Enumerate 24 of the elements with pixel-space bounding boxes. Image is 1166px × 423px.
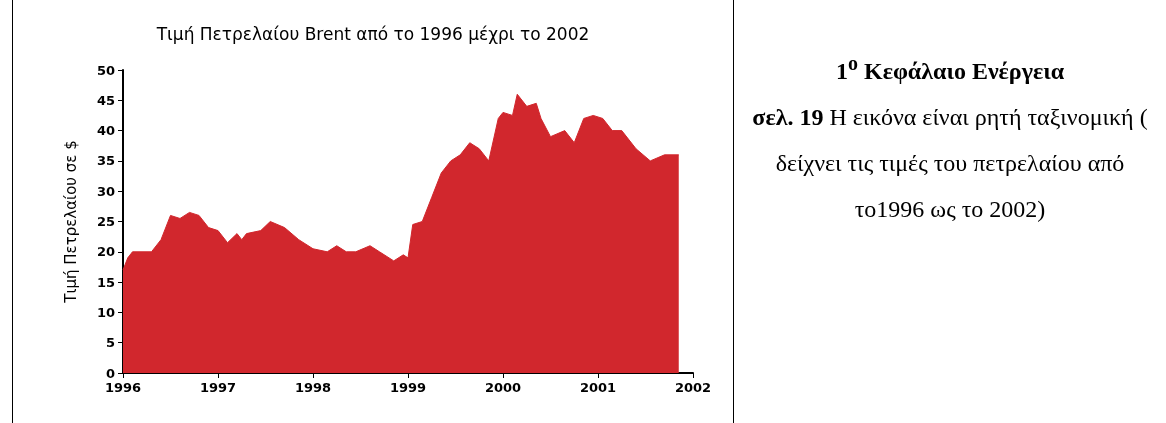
x-tick-label: 2002 [674,380,712,395]
y-tick-label: 20 [96,244,115,260]
y-tick-label: 45 [96,92,115,108]
y-tick-label: 15 [96,274,115,290]
chart-title: Τιμή Πετρελαίου Brent από το 1996 μέχρι το 2002 [155,23,590,44]
y-tick-label: 0 [105,365,115,381]
x-tick-label: 1996 [104,380,142,395]
x-tick-label: 1997 [199,380,237,395]
y-tick-label: 35 [96,153,115,169]
y-tick-label: 50 [96,62,115,78]
x-tick-label: 2001 [579,380,617,395]
text: σελ. 19 [752,104,824,130]
y-axis-title: Τιμή Πετρελαίου σε $ [61,140,80,304]
x-tick-label: 1999 [389,380,427,395]
y-tick-label: 30 [96,183,115,199]
text: 1$^{ο}$ Κεφάλαιο Ενέργεια [834,51,1066,86]
y-tick-label: 5 [105,335,115,351]
text: δείχνει τις τιμές του πετρελαίου από το1996 ως το 2002) [775,150,1125,222]
text: Η εικόνα είναι ρητή ταξινομική ( [829,104,1148,130]
x-tick-label: 1998 [294,380,332,395]
x-tick-label: 2000 [484,380,522,395]
y-tick-label: 40 [96,123,115,139]
y-tick-label: 25 [96,214,115,229]
y-tick-label: 10 [96,304,115,320]
